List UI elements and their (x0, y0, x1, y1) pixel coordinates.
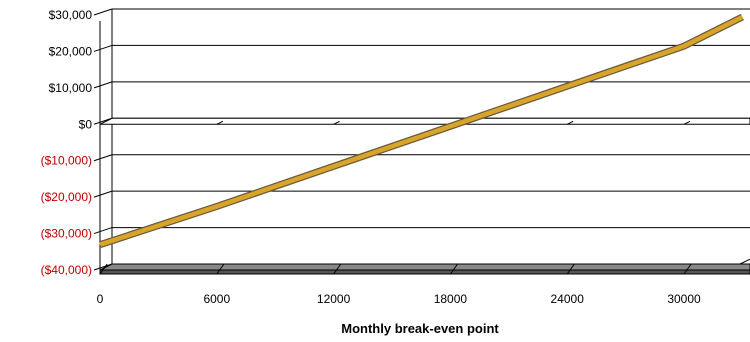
chart-walls (99, 9, 113, 270)
x-axis-title: Monthly break-even point (341, 321, 499, 336)
x-axis-tick-labels: 0 6000 12000 18000 24000 30000 (97, 263, 701, 306)
floor-front (99, 269, 750, 275)
zero-plane-tick (216, 120, 224, 125)
y-tick-mark (93, 8, 113, 16)
series-line-outline (98, 13, 744, 249)
y-tick-label: $0 (79, 117, 93, 131)
y-tick-mark (93, 81, 113, 89)
y-tick-label: $30,000 (49, 8, 93, 22)
x-tick-mark (449, 263, 459, 275)
y-axis-tick-labels: $30,000 $20,000 $10,000 $0 ($10,000) ($20,000… (41, 8, 93, 277)
y-tick-mark (93, 44, 113, 52)
zero-plane-tick (683, 120, 691, 125)
series-line (98, 13, 744, 249)
y-tick-mark (93, 190, 113, 198)
x-tick-mark (566, 263, 575, 275)
floor-right-edge (739, 258, 750, 265)
x-tick-mark (333, 263, 342, 275)
y-tick-mark (93, 227, 113, 235)
floor-top (99, 263, 750, 271)
y-tick-label: $10,000 (49, 81, 93, 95)
zero-plane-tick (333, 120, 340, 125)
x-tick-label: 24000 (551, 292, 585, 306)
y-tick-label: ($10,000) (41, 154, 92, 168)
x-tick-label: 12000 (317, 292, 351, 306)
x-tick-label: 30000 (667, 292, 701, 306)
chart-floor (99, 258, 750, 275)
x-tick-label: 0 (97, 292, 104, 306)
x-tick-label: 6000 (203, 292, 230, 306)
y-tick-label: ($20,000) (41, 190, 92, 204)
y-tick-label: $20,000 (49, 44, 93, 58)
x-tick-mark (683, 263, 692, 275)
x-tick-mark (99, 263, 108, 275)
x-tick-mark (216, 263, 225, 275)
series-line (99, 14, 744, 247)
x-tick-label: 18000 (434, 292, 468, 306)
y-tick-mark (93, 154, 113, 162)
y-tick-label: ($30,000) (41, 227, 92, 241)
zero-plane-tick (566, 120, 574, 125)
zero-plane (99, 117, 750, 125)
y-tick-label: ($40,000) (41, 263, 92, 277)
zero-plane-slab (99, 117, 750, 125)
